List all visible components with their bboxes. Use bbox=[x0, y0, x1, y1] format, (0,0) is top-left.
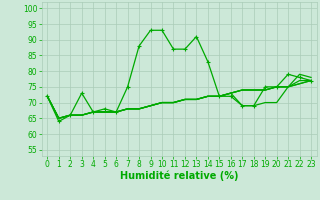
X-axis label: Humidité relative (%): Humidité relative (%) bbox=[120, 171, 238, 181]
